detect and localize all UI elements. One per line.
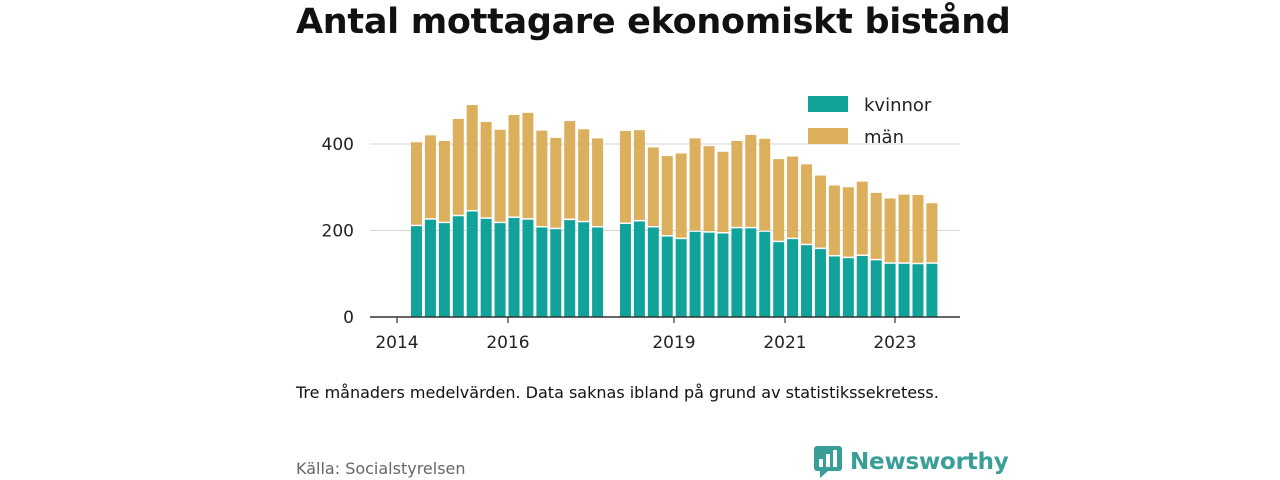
x-tick-label: 2019 xyxy=(652,333,695,353)
bar-kvinnor xyxy=(801,245,813,317)
bar-man xyxy=(884,198,896,263)
bar-man xyxy=(592,138,604,226)
bar-kvinnor xyxy=(870,260,882,317)
bar-kvinnor xyxy=(675,239,687,317)
bar-man xyxy=(703,146,715,232)
bar-kvinnor xyxy=(508,217,520,317)
bar-man xyxy=(787,156,799,238)
bar-kvinnor xyxy=(564,220,576,317)
legend-swatch-man xyxy=(808,128,848,144)
bar-man xyxy=(633,130,645,220)
bar-man xyxy=(466,105,478,210)
bar-kvinnor xyxy=(884,263,896,317)
bar-kvinnor xyxy=(703,232,715,317)
legend-label: män xyxy=(864,127,904,148)
bar-man xyxy=(438,140,450,222)
bar-kvinnor xyxy=(592,227,604,317)
bar-kvinnor xyxy=(550,229,562,317)
bar-kvinnor xyxy=(773,242,785,317)
bar-kvinnor xyxy=(522,219,534,317)
bar-man xyxy=(745,134,757,227)
chart-title: Antal mottagare ekonomiskt bistånd xyxy=(296,2,1011,42)
bar-man xyxy=(564,121,576,219)
bar-man xyxy=(828,185,840,255)
y-tick-label: 400 xyxy=(322,135,354,155)
bar-man xyxy=(424,135,436,219)
bar-man xyxy=(731,140,743,227)
bar-kvinnor xyxy=(926,263,938,317)
source-text: Källa: Socialstyrelsen xyxy=(296,459,466,478)
bar-kvinnor xyxy=(494,223,506,317)
bar-man xyxy=(522,112,534,219)
bar-man xyxy=(647,147,659,226)
stacked-bar-chart: 0 200 400 2014 2016 2019 2021 2023 kvinnor män xyxy=(322,95,960,353)
bar-kvinnor xyxy=(536,227,548,317)
bar-kvinnor xyxy=(689,231,701,317)
bar-kvinnor xyxy=(438,223,450,317)
bar-man xyxy=(856,181,868,255)
bar-man xyxy=(759,138,771,231)
bar-kvinnor xyxy=(745,228,757,317)
bar-kvinnor xyxy=(411,226,422,317)
bar-man xyxy=(801,164,813,244)
bar-kvinnor xyxy=(787,239,799,317)
bar-kvinnor xyxy=(466,211,478,317)
bar-man xyxy=(842,187,854,257)
brand-logo: Newsworthy xyxy=(814,446,1009,478)
y-tick-label: 200 xyxy=(322,222,354,242)
bar-kvinnor xyxy=(842,258,854,317)
brand-name: Newsworthy xyxy=(850,449,1009,475)
bar-kvinnor xyxy=(814,249,826,317)
bar-kvinnor xyxy=(619,224,631,317)
x-tick-label: 2023 xyxy=(873,333,916,353)
bar-kvinnor xyxy=(647,227,659,317)
bar-man xyxy=(452,118,464,215)
bar-kvinnor xyxy=(661,236,673,317)
bar-man xyxy=(870,192,882,259)
bar-man xyxy=(508,115,520,217)
bar-man xyxy=(912,195,924,263)
bar-kvinnor xyxy=(480,218,492,317)
bar-man xyxy=(494,129,506,222)
bar-man xyxy=(898,194,910,263)
bar-man xyxy=(619,131,631,223)
x-tick-label: 2014 xyxy=(375,333,418,353)
bar-man xyxy=(550,137,562,228)
bar-man xyxy=(717,151,729,233)
bar-kvinnor xyxy=(828,256,840,317)
legend-label: kvinnor xyxy=(864,95,932,116)
legend-swatch-kvinnor xyxy=(808,96,848,112)
chart-note: Tre månaders medelvärden. Data saknas ib… xyxy=(296,383,939,402)
bar-man xyxy=(926,203,938,263)
y-tick-label: 0 xyxy=(343,308,354,328)
bar-kvinnor xyxy=(452,216,464,317)
bar-kvinnor xyxy=(717,233,729,317)
bar-man xyxy=(480,121,492,218)
bar-man xyxy=(536,130,548,226)
bar-kvinnor xyxy=(578,222,590,317)
bar-kvinnor xyxy=(759,231,771,317)
bar-man xyxy=(661,156,673,236)
bar-kvinnor xyxy=(912,264,924,317)
bar-kvinnor xyxy=(898,263,910,317)
bar-kvinnor xyxy=(633,221,645,317)
bar-man xyxy=(578,129,590,221)
x-tick-label: 2016 xyxy=(486,333,529,353)
bar-man xyxy=(675,153,687,238)
bar-man xyxy=(689,138,701,231)
bar-chart-speech-bubble-icon xyxy=(814,446,842,478)
bar-kvinnor xyxy=(856,256,868,317)
bar-kvinnor xyxy=(424,219,436,317)
x-tick-label: 2021 xyxy=(763,333,806,353)
bar-man xyxy=(411,142,422,225)
bar-kvinnor xyxy=(731,228,743,317)
bar-man xyxy=(814,175,826,248)
bar-man xyxy=(773,159,785,241)
